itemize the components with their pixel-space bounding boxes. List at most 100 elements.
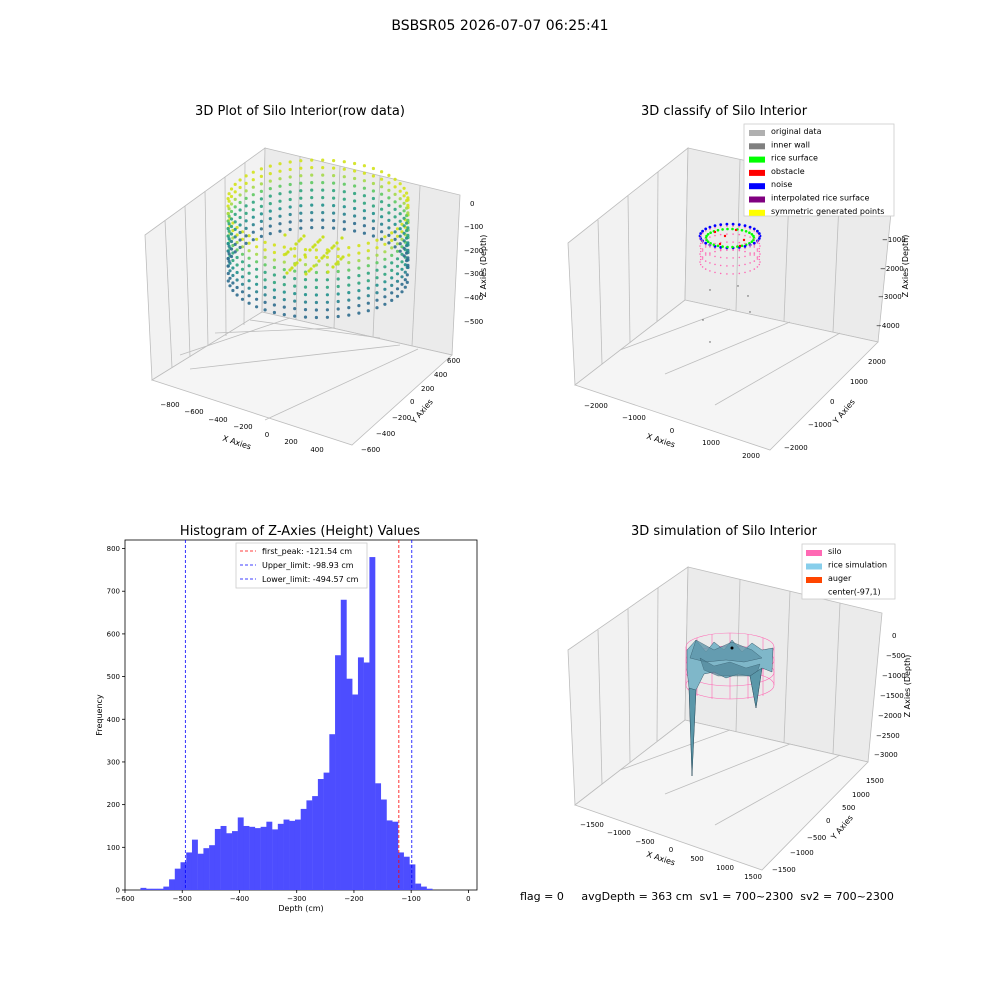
classify-x-ticks: −2000 −1000 0 1000 2000 bbox=[584, 402, 760, 460]
raw-data-point bbox=[321, 226, 325, 230]
raw-data-point bbox=[299, 196, 303, 200]
classify-data-point bbox=[749, 236, 751, 238]
raw-data-point bbox=[268, 232, 272, 236]
classify-ztick: −3000 bbox=[878, 293, 902, 301]
raw-data-point bbox=[295, 261, 299, 265]
classify-data-point bbox=[759, 253, 761, 255]
simulation-ytick: 1000 bbox=[852, 791, 870, 799]
raw-data-point bbox=[268, 217, 272, 221]
histogram-legend-label: Lower_limit: -494.57 cm bbox=[262, 575, 359, 584]
simulation-x-ticks: −1500 −1000 −500 0 500 1000 1500 bbox=[580, 821, 762, 881]
simulation-ytick: 1500 bbox=[866, 777, 884, 785]
raw-data-point bbox=[255, 305, 259, 309]
raw-data-point bbox=[293, 314, 297, 318]
legend-swatch bbox=[749, 130, 765, 136]
raw-data-point bbox=[398, 204, 402, 208]
classify-data-point bbox=[737, 223, 741, 227]
raw-data-point bbox=[235, 293, 239, 297]
raw-data-point bbox=[380, 170, 384, 174]
histogram-bar bbox=[409, 864, 416, 890]
status-line: flag = 0 avgDepth = 363 cm sv1 = 700~230… bbox=[520, 890, 894, 903]
simulation-ytick: 0 bbox=[826, 817, 830, 825]
classify-data-point bbox=[749, 228, 751, 230]
raw-data-point bbox=[302, 234, 306, 238]
classify-data-point bbox=[709, 252, 711, 254]
raw-data-point bbox=[342, 205, 346, 209]
histogram-bar bbox=[386, 820, 393, 890]
raw-data-point bbox=[405, 206, 409, 210]
raw-data-point bbox=[293, 299, 297, 303]
raw-data-point bbox=[336, 292, 340, 296]
raw-data-point bbox=[229, 209, 234, 214]
histogram-bar bbox=[306, 800, 313, 890]
raw-data-point bbox=[314, 248, 318, 252]
simulation-ytick: −500 bbox=[807, 834, 826, 842]
raw-ytick: −400 bbox=[376, 430, 395, 438]
raw-data-point bbox=[238, 178, 242, 182]
raw-data-point bbox=[387, 196, 391, 200]
histogram-bar bbox=[260, 826, 267, 890]
raw-data-point bbox=[322, 254, 326, 258]
classify-data-point bbox=[744, 230, 748, 233]
raw-data-point bbox=[289, 247, 293, 251]
raw-data-point bbox=[342, 212, 346, 216]
raw-data-point bbox=[251, 178, 255, 182]
classify-data-point bbox=[702, 319, 704, 321]
simulation-xtick: −1500 bbox=[580, 821, 604, 829]
raw-plot-title: 3D Plot of Silo Interior(row data) bbox=[195, 104, 405, 119]
raw-data-point bbox=[297, 239, 301, 243]
raw-data-point bbox=[251, 208, 255, 212]
raw-data-point bbox=[387, 173, 391, 177]
raw-data-point bbox=[393, 237, 397, 241]
classify-data-point bbox=[732, 249, 734, 251]
classify-data-point bbox=[716, 244, 720, 248]
raw-data-point bbox=[309, 267, 313, 271]
raw-3d-axes bbox=[144, 147, 461, 446]
raw-data-point bbox=[342, 227, 346, 231]
classify-data-point bbox=[709, 289, 711, 291]
raw-data-point bbox=[342, 160, 346, 164]
classify-data-point bbox=[709, 236, 711, 238]
raw-data-point bbox=[357, 281, 361, 285]
raw-data-point bbox=[380, 207, 384, 211]
raw-data-point bbox=[278, 192, 282, 196]
raw-data-point bbox=[342, 167, 346, 171]
classify-data-point bbox=[744, 242, 746, 245]
flag-text: flag = 0 bbox=[520, 890, 564, 903]
raw-data-point bbox=[332, 204, 336, 208]
raw-data-point bbox=[226, 279, 230, 283]
raw-data-point bbox=[227, 207, 231, 211]
raw-data-point bbox=[405, 244, 409, 248]
histogram-x-tick-label: −300 bbox=[287, 895, 306, 903]
raw-data-point bbox=[332, 174, 336, 178]
histogram-bar bbox=[363, 662, 370, 890]
raw-data-point bbox=[282, 290, 286, 294]
raw-data-point bbox=[233, 242, 237, 246]
raw-data-point bbox=[380, 177, 384, 181]
raw-data-point bbox=[293, 263, 297, 267]
classify-data-point bbox=[744, 234, 746, 237]
raw-data-point bbox=[342, 220, 346, 224]
raw-data-point bbox=[229, 217, 234, 221]
raw-data-point bbox=[332, 181, 336, 185]
raw-data-point bbox=[226, 271, 230, 276]
raw-data-point bbox=[244, 241, 248, 245]
histogram-bar bbox=[329, 734, 336, 890]
raw-ztick: −300 bbox=[464, 270, 483, 278]
classify-data-point bbox=[704, 238, 707, 240]
raw-data-point bbox=[353, 199, 357, 203]
raw-data-point bbox=[272, 273, 276, 277]
raw-data-point bbox=[398, 197, 402, 201]
raw-data-point bbox=[263, 270, 267, 274]
raw-data-point bbox=[357, 266, 361, 270]
raw-data-point bbox=[244, 211, 248, 215]
raw-data-point bbox=[226, 204, 230, 208]
classify-data-point bbox=[723, 234, 727, 238]
classify-data-point bbox=[756, 250, 759, 252]
raw-data-point bbox=[375, 276, 379, 280]
raw-data-point bbox=[240, 230, 245, 234]
raw-data-point bbox=[247, 264, 251, 268]
histogram-bar bbox=[317, 779, 324, 890]
classify-data-point bbox=[758, 234, 761, 237]
classify-plot-title: 3D classify of Silo Interior bbox=[640, 104, 808, 119]
